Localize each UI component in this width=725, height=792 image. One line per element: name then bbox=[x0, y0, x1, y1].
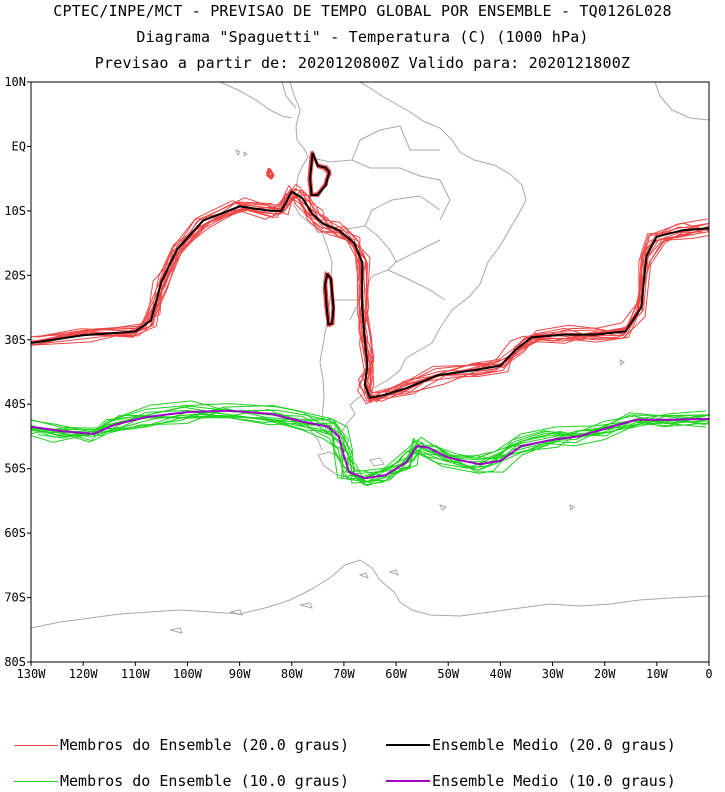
member-10-isotherm bbox=[31, 413, 709, 487]
member-20-isotherm bbox=[36, 197, 709, 402]
antarctic-islands bbox=[169, 569, 399, 634]
legend-swatch-member-10 bbox=[14, 780, 58, 782]
member-10-isotherm bbox=[31, 400, 706, 478]
legend-member-20: Membros do Ensemble (20.0 graus) bbox=[14, 736, 349, 754]
member-20-isotherm bbox=[35, 196, 709, 397]
header-line-1: CPTEC/INPE/MCT - PREVISAO DE TEMPO GLOBA… bbox=[53, 2, 672, 20]
lon-tick-label: 110W bbox=[121, 667, 151, 681]
lon-tick-label: 60W bbox=[385, 667, 407, 681]
falklands bbox=[369, 457, 385, 467]
header-line-3: Previsao a partir de: 2020120800Z Valido… bbox=[94, 54, 631, 72]
lat-tick-label: 10N bbox=[4, 75, 26, 89]
mean-20-loop bbox=[324, 273, 335, 326]
lon-tick-label: 120W bbox=[69, 667, 99, 681]
lon-tick-label: 20W bbox=[594, 667, 616, 681]
map-frame bbox=[30, 81, 710, 663]
legend-swatch-mean-10 bbox=[386, 780, 430, 782]
isotherm-curves bbox=[31, 150, 709, 487]
member-20-isotherm bbox=[31, 185, 708, 402]
lon-tick-label: 30W bbox=[542, 667, 564, 681]
member-20-isotherm bbox=[35, 191, 709, 403]
legend-swatch-mean-20 bbox=[386, 744, 430, 746]
lon-tick-label: 130W bbox=[17, 667, 47, 681]
lat-tick-label: EQ bbox=[12, 139, 26, 153]
lat-tick-label: 50S bbox=[4, 462, 26, 476]
mean-20-loop bbox=[309, 152, 331, 197]
legend-label-member-10: Membros do Ensemble (10.0 graus) bbox=[60, 772, 349, 790]
small-islands bbox=[235, 148, 625, 512]
member-20-isotherm bbox=[34, 193, 709, 394]
country-borders bbox=[307, 125, 451, 321]
lon-tick-label: 10W bbox=[646, 667, 668, 681]
lon-tick-label: 90W bbox=[229, 667, 251, 681]
member-10-isotherm bbox=[31, 407, 704, 472]
lat-tick-label: 60S bbox=[4, 526, 26, 540]
antarctica-coastline bbox=[31, 559, 709, 629]
lon-tick-label: 100W bbox=[173, 667, 203, 681]
lat-tick-label: 70S bbox=[4, 591, 26, 605]
lat-tick-label: 20S bbox=[4, 268, 26, 282]
member-10-isotherm bbox=[31, 403, 704, 482]
africa-coastline bbox=[654, 82, 709, 121]
member-10-isotherm bbox=[31, 412, 709, 480]
legend-label-member-20: Membros do Ensemble (20.0 graus) bbox=[60, 736, 349, 754]
member-20-isotherm bbox=[35, 195, 703, 402]
lat-tick-label: 30S bbox=[4, 333, 26, 347]
legend-swatch-member-20 bbox=[14, 744, 58, 746]
lat-tick-label: 40S bbox=[4, 397, 26, 411]
member-20-isotherm bbox=[31, 189, 703, 400]
lat-tick-label: 10S bbox=[4, 204, 26, 218]
lon-tick-label: 40W bbox=[490, 667, 512, 681]
lon-tick-label: 50W bbox=[437, 667, 459, 681]
lon-tick-label: 80W bbox=[281, 667, 303, 681]
mean-10-isotherm bbox=[31, 409, 709, 480]
legend-label-mean-20: Ensemble Medio (20.0 graus) bbox=[432, 736, 676, 754]
central-america-coastline bbox=[219, 82, 297, 119]
legend-member-10: Membros do Ensemble (10.0 graus) bbox=[14, 772, 349, 790]
member-20-loop bbox=[267, 169, 275, 177]
mean-20-isotherm bbox=[31, 190, 709, 399]
member-20-isotherm bbox=[31, 189, 709, 405]
legend-mean-10: Ensemble Medio (10.0 graus) bbox=[386, 772, 676, 790]
header-line-2: Diagrama "Spaguetti" - Temperatura (C) (… bbox=[136, 28, 589, 46]
lat-tick-label: 80S bbox=[4, 655, 26, 669]
legend-label-mean-10: Ensemble Medio (10.0 graus) bbox=[432, 772, 676, 790]
member-10-isotherm bbox=[31, 415, 707, 483]
legend-mean-20: Ensemble Medio (20.0 graus) bbox=[386, 736, 676, 754]
south-georgia bbox=[438, 504, 447, 511]
lon-tick-label: 70W bbox=[333, 667, 355, 681]
lon-tick-label: 0 bbox=[705, 667, 712, 681]
